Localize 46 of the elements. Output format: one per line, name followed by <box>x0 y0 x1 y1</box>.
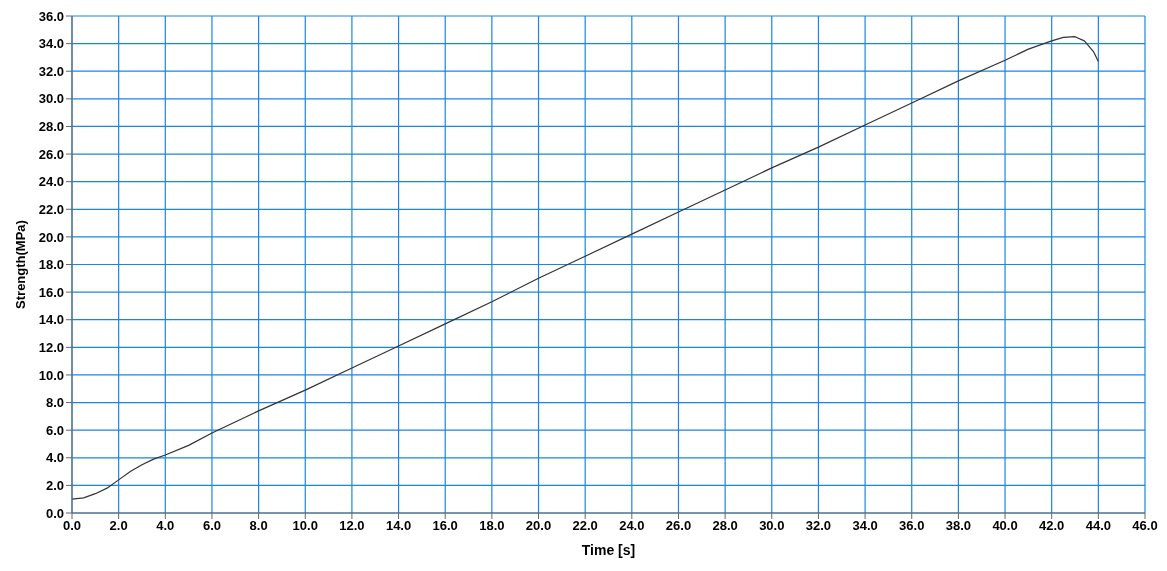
x-tick-label: 30.0 <box>759 518 785 534</box>
x-tick-label: 20.0 <box>525 518 552 534</box>
y-tick-label: 22.0 <box>38 201 64 217</box>
x-tick-label: 2.0 <box>109 518 128 534</box>
y-tick-label: 4.0 <box>45 450 64 466</box>
x-tick-label: 28.0 <box>712 518 738 534</box>
y-tick-label: 10.0 <box>38 367 64 383</box>
x-tick-label: 36.0 <box>899 518 925 534</box>
y-tick-label: 12.0 <box>38 339 64 355</box>
y-tick-label: 34.0 <box>38 36 64 52</box>
y-tick-label: 20.0 <box>38 229 64 245</box>
y-tick-label: 6.0 <box>45 422 64 438</box>
x-tick-label: 26.0 <box>665 518 692 534</box>
x-tick-label: 22.0 <box>572 518 598 534</box>
y-tick-label: 28.0 <box>38 119 64 135</box>
x-tick-label: 0.0 <box>62 518 82 534</box>
x-tick-label: 44.0 <box>1085 518 1111 534</box>
y-tick-label: 32.0 <box>38 63 64 79</box>
x-tick-label: 34.0 <box>852 518 878 534</box>
x-tick-label: 6.0 <box>202 518 221 534</box>
x-tick-label: 42.0 <box>1039 518 1065 534</box>
x-tick-label: 40.0 <box>992 518 1018 534</box>
x-tick-label: 18.0 <box>479 518 505 534</box>
x-tick-label: 38.0 <box>945 518 972 534</box>
x-tick-label: 46.0 <box>1132 518 1158 534</box>
x-tick-label: 10.0 <box>292 518 318 534</box>
x-axis-title: Time [s] <box>581 542 636 558</box>
x-tick-label: 12.0 <box>339 518 365 534</box>
x-tick-label: 32.0 <box>805 518 832 534</box>
x-tick-label: 8.0 <box>249 518 268 534</box>
y-tick-label: 0.0 <box>45 505 64 521</box>
y-tick-label: 16.0 <box>38 284 64 300</box>
y-tick-label: 14.0 <box>38 312 64 328</box>
y-tick-label: 30.0 <box>38 91 64 107</box>
y-tick-label: 8.0 <box>45 395 64 411</box>
y-axis-title: Strength(MPa) <box>12 220 28 309</box>
y-tick-label: 36.0 <box>38 8 64 24</box>
y-tick-label: 18.0 <box>38 257 64 273</box>
y-tick-label: 26.0 <box>38 146 64 162</box>
x-tick-label: 4.0 <box>156 518 175 534</box>
x-tick-label: 24.0 <box>619 518 645 534</box>
x-tick-label: 14.0 <box>385 518 412 534</box>
x-tick-label: 16.0 <box>432 518 458 534</box>
y-tick-label: 2.0 <box>45 478 64 493</box>
line-series <box>72 36 1099 500</box>
y-tick-label: 24.0 <box>38 174 64 190</box>
